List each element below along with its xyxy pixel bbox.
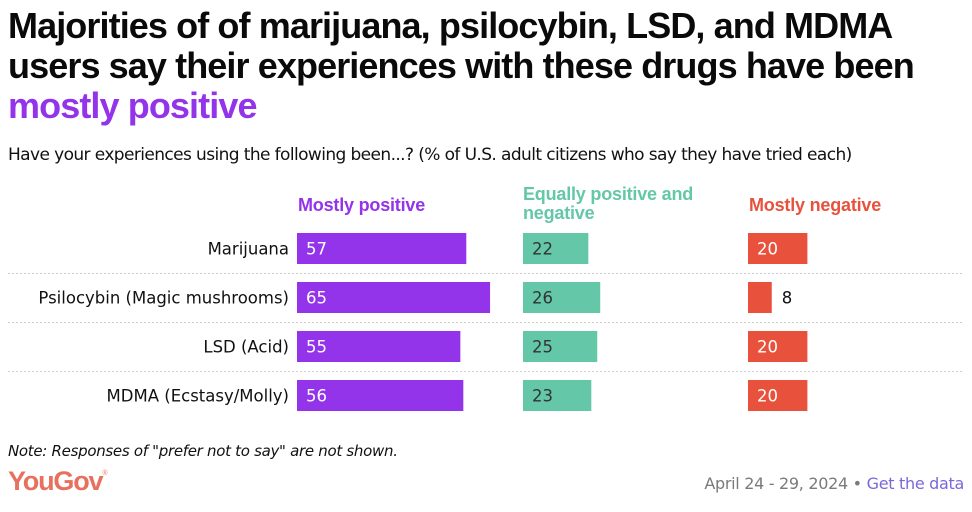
bar-mostly-negative	[748, 282, 772, 313]
survey-date: April 24 - 29, 2024	[704, 474, 848, 493]
legend-mixed-line2: negative	[523, 203, 595, 223]
legend-mostly-positive: Mostly positive	[298, 195, 426, 215]
footnote: Note: Responses of "prefer not to say" a…	[8, 442, 398, 460]
bullet-separator: •	[847, 474, 867, 493]
value-label: 25	[532, 338, 553, 357]
chart-title: Majorities of of marijuana, psilocybin, …	[8, 6, 968, 126]
value-label: 20	[757, 338, 778, 357]
bar-mostly-negative	[748, 380, 808, 411]
bar-mostly-positive	[297, 380, 464, 411]
value-label: 65	[306, 289, 327, 308]
get-the-data-link[interactable]: Get the data	[866, 474, 965, 493]
bar-equally-positive-and-negative	[523, 282, 601, 313]
value-label: 20	[757, 240, 778, 259]
value-labels: 57 22 20 65 26 8 55 25 20 56 23 20	[306, 240, 792, 406]
category-label: Marijuana	[208, 240, 289, 259]
registered-mark: ®	[102, 470, 108, 477]
legend-mixed-line1: Equally positive and	[523, 184, 694, 204]
yougov-logo: YouGov®	[8, 466, 107, 497]
bar-mostly-positive	[297, 331, 461, 362]
bars	[297, 233, 808, 411]
chart-subtitle: Have your experiences using the followin…	[8, 145, 852, 165]
value-label: 23	[532, 387, 553, 406]
legend-mostly-negative: Mostly negative	[749, 195, 882, 215]
row-separators	[8, 273, 964, 372]
value-label: 57	[306, 240, 327, 259]
footer-meta: April 24 - 29, 2024 • Get the data	[704, 474, 964, 493]
value-label: 26	[532, 289, 553, 308]
value-label: 8	[782, 289, 793, 308]
bar-mostly-positive	[297, 282, 491, 313]
bar-equally-positive-and-negative	[523, 233, 589, 264]
value-label: 22	[532, 240, 553, 259]
bar-mostly-negative	[748, 233, 808, 264]
value-label: 20	[757, 387, 778, 406]
value-label: 55	[306, 338, 327, 357]
legend-equally-positive-negative: Equally positive and negative	[523, 185, 693, 223]
category-label: LSD (Acid)	[203, 338, 289, 357]
category-labels: Marijuana Psilocybin (Magic mushrooms) LSD…	[38, 240, 289, 406]
category-label: Psilocybin (Magic mushrooms)	[38, 289, 289, 308]
brand-name: YouGov	[8, 466, 104, 496]
bar-mostly-positive	[297, 233, 467, 264]
value-label: 56	[306, 387, 327, 406]
bar-equally-positive-and-negative	[523, 331, 598, 362]
category-label: MDMA (Ecstasy/Molly)	[107, 387, 289, 406]
bar-equally-positive-and-negative	[523, 380, 592, 411]
title-highlight: mostly positive	[8, 85, 257, 126]
bar-mostly-negative	[748, 331, 808, 362]
title-main: Majorities of of marijuana, psilocybin, …	[8, 5, 915, 86]
